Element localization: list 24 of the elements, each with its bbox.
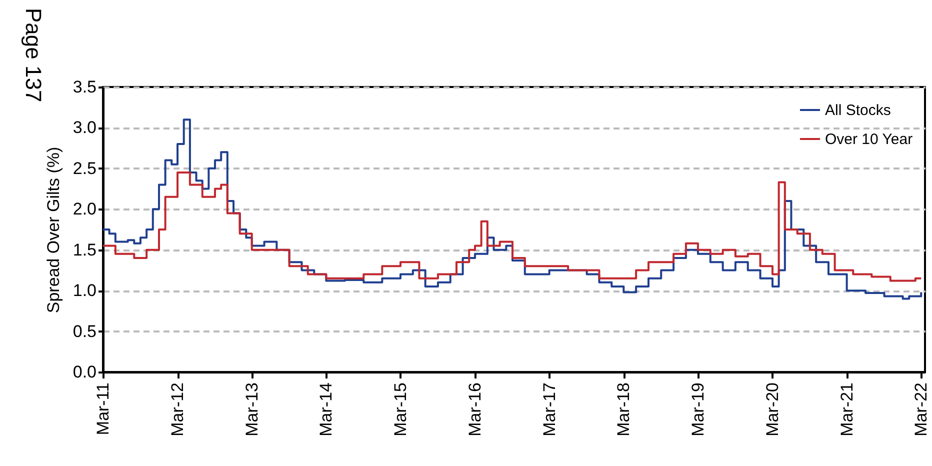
legend-label: Over 10 Year: [825, 131, 913, 148]
x-tick-label: Mar-13: [242, 382, 262, 436]
x-tick-label: Mar-14: [316, 382, 336, 436]
y-tick-label: 0.5: [72, 322, 96, 341]
x-tick-label: Mar-18: [614, 382, 634, 436]
x-tick-label: Mar-11: [94, 382, 112, 436]
y-tick-label: 1.0: [72, 281, 96, 300]
x-tick-label: Mar-22: [912, 382, 931, 436]
x-tick-label: Mar-19: [688, 382, 708, 436]
y-tick-label: 1.5: [72, 240, 96, 260]
y-tick-label: 2.5: [72, 158, 96, 178]
x-tick-label: Mar-17: [540, 382, 559, 436]
y-axis-title: Spread Over Gilts (%): [44, 146, 63, 314]
y-tick-label: 3.0: [72, 118, 96, 138]
x-tick-label: Mar-15: [390, 382, 410, 436]
x-tick-label: Mar-16: [466, 382, 485, 436]
y-tick-label: 0.0: [72, 362, 96, 382]
text: Page 137: [20, 8, 46, 102]
x-tick-label: Mar-20: [762, 382, 782, 436]
x-tick-label: Mar-12: [168, 382, 188, 436]
legend-label: All Stocks: [825, 102, 891, 119]
y-tick-label: 3.5: [72, 78, 96, 96]
y-tick-label: 2.0: [72, 200, 96, 219]
x-tick-label: Mar-21: [837, 382, 856, 436]
